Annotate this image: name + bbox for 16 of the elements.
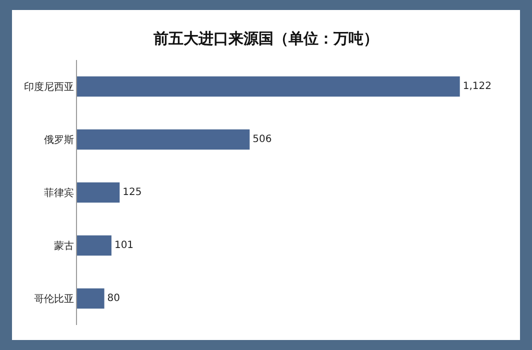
y-tick-label: 印度尼西亚: [24, 81, 74, 93]
data-label: 1,122: [462, 81, 492, 92]
y-tick-label: 菲律宾: [44, 187, 74, 199]
y-tick-label: 蒙古: [54, 240, 74, 252]
y-tick-label: 哥伦比亚: [34, 293, 74, 305]
bar: [77, 76, 460, 97]
bar: [77, 235, 112, 256]
bar: [77, 129, 250, 150]
y-tick-label: 俄罗斯: [44, 134, 74, 146]
bar: [77, 288, 104, 309]
data-label: 506: [252, 134, 272, 145]
bar: [77, 182, 120, 203]
data-label: 125: [122, 187, 142, 198]
chart-title: 前五大进口来源国（单位：万吨）: [152, 30, 378, 48]
data-label: 80: [107, 293, 120, 304]
data-label: 101: [114, 240, 134, 251]
